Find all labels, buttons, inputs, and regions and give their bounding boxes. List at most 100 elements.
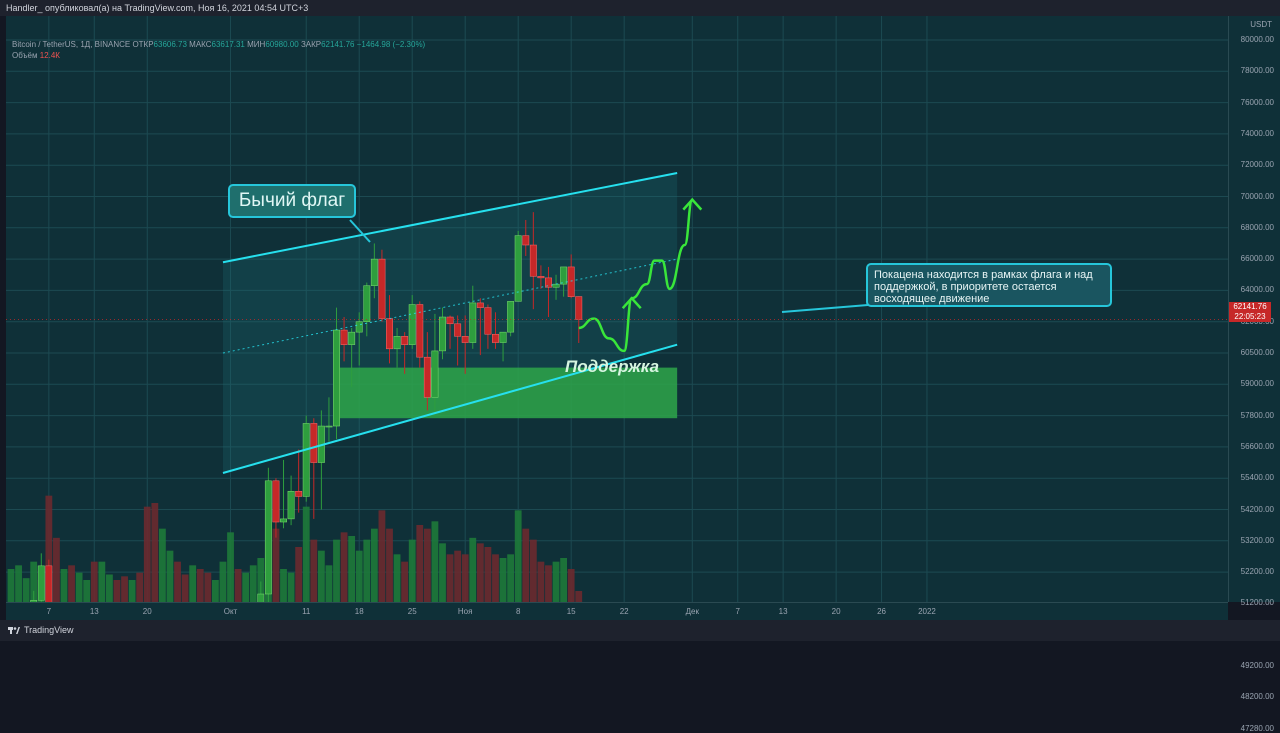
candle-body: [280, 518, 287, 523]
candle-body: [575, 296, 583, 320]
price-tick-label: 53200.00: [1240, 535, 1274, 545]
last-price-tag: 62141.76 22:05:23: [1229, 302, 1271, 322]
volume-bar: [166, 550, 174, 602]
price-tick-label: 80000.00: [1240, 35, 1274, 44]
close-label: ЗАКР: [300, 40, 322, 49]
time-tick-label: 22: [619, 607, 629, 616]
price-tick-label: 56600.00: [1240, 441, 1274, 451]
volume-bar: [348, 536, 356, 602]
volume-bar: [310, 539, 318, 602]
candle-body: [340, 329, 348, 345]
candle-body: [461, 336, 469, 343]
forecast-path: [578, 198, 694, 353]
last-price-value: 62141.76: [1233, 302, 1267, 311]
volume-bar: [401, 561, 409, 602]
volume-bar: [90, 561, 98, 602]
volume-bar: [128, 580, 136, 602]
low-label: МИН: [247, 40, 266, 49]
volume-bar: [393, 554, 401, 602]
volume-bar: [416, 525, 424, 602]
symbol-name[interactable]: Bitcoin / TetherUS, 1Д, BINANCE: [12, 40, 131, 49]
volume-bar: [439, 543, 446, 602]
price-tick-label: 52200.00: [1240, 567, 1274, 577]
volume-bar: [257, 558, 265, 602]
tradingview-logo-icon[interactable]: [8, 625, 20, 635]
volume-bar: [340, 532, 348, 602]
price-tick-label: 72000.00: [1240, 160, 1274, 170]
volume-bar: [121, 576, 128, 602]
chart-pane[interactable]: Bitcoin / TetherUS, 1Д, BINANCE ОТКР6360…: [6, 16, 1228, 602]
volume-bar: [484, 547, 492, 602]
candle-body: [431, 350, 439, 398]
analysis-note-callout[interactable]: Покацена находится в рамках флага и над …: [866, 263, 1112, 307]
volume-bar: [204, 572, 212, 602]
candle-body: [45, 565, 53, 602]
price-tick-label: 57800.00: [1240, 410, 1274, 420]
time-axis[interactable]: 7 13 20 Окт 11 18 25 Ноя 8 15 22 Дек 7 13 20 26 2022: [6, 602, 1228, 620]
volume-bar: [552, 561, 560, 602]
bull-flag-callout[interactable]: Бычий флаг: [228, 184, 356, 218]
volume-label: Объём: [12, 51, 38, 60]
volume-bar: [242, 572, 250, 602]
volume-bar: [174, 561, 181, 602]
candle-body: [355, 321, 363, 333]
volume-bar: [446, 554, 454, 602]
volume-bar: [219, 561, 227, 602]
volume-bar: [363, 539, 371, 602]
change-value: −1464.98 (−2.30%): [356, 40, 426, 49]
volume-bar: [431, 521, 439, 602]
volume-bar: [181, 574, 189, 602]
open-label: ОТКР: [132, 40, 154, 49]
candle-body: [469, 302, 477, 343]
candle-body: [378, 258, 386, 319]
candle-body: [439, 316, 446, 352]
volume-bar: [159, 528, 166, 602]
low-value: 60980.00: [265, 40, 299, 49]
volume-bar: [476, 543, 484, 602]
candle-body: [348, 331, 356, 345]
volume-bar: [370, 528, 378, 602]
volume-bar: [22, 578, 30, 602]
time-tick-label: 20: [142, 607, 152, 616]
candle-body: [446, 316, 454, 325]
candle-body: [363, 285, 371, 322]
candle-body: [567, 266, 575, 297]
volume-bar: [469, 537, 477, 602]
volume-bar: [15, 565, 22, 602]
price-tick-label: 70000.00: [1240, 191, 1274, 201]
volume-bar: [537, 561, 545, 602]
time-tick-label: 25: [407, 607, 417, 616]
volume-bar: [325, 565, 333, 602]
candle-body: [560, 266, 568, 285]
volume-bar: [317, 550, 325, 602]
volume-bar: [492, 554, 499, 602]
time-tick-label: 7: [46, 607, 52, 616]
volume-bar: [98, 561, 106, 602]
volume-bar: [507, 554, 515, 602]
tradingview-brand[interactable]: TradingView: [24, 625, 74, 635]
volume-bar: [136, 572, 144, 602]
candle-body: [408, 304, 416, 345]
price-tick-label: 48200.00: [1240, 692, 1274, 702]
volume-bar: [189, 565, 197, 602]
bar-countdown: 22:05:23: [1234, 312, 1266, 321]
candle-body: [492, 333, 499, 343]
volume-bar: [211, 580, 219, 602]
volume-bar: [461, 554, 469, 602]
time-tick-label: Ноя: [457, 607, 473, 616]
candle-body: [499, 331, 507, 343]
time-tick-label: 13: [778, 607, 788, 616]
candle-body: [325, 425, 333, 428]
high-label: МАКС: [189, 40, 212, 49]
time-tick-label: 13: [89, 607, 99, 616]
candle-body: [370, 258, 378, 286]
candle-body: [401, 336, 409, 345]
note-callout-pointer: [781, 304, 869, 313]
candlestick-chart[interactable]: [6, 16, 1228, 602]
candle-body: [416, 304, 424, 358]
candle-body: [295, 490, 303, 497]
flag-callout-pointer: [349, 219, 371, 243]
price-tick-label: 47280.00: [1240, 723, 1274, 733]
volume-bar: [386, 528, 393, 602]
volume-bar: [53, 537, 60, 602]
